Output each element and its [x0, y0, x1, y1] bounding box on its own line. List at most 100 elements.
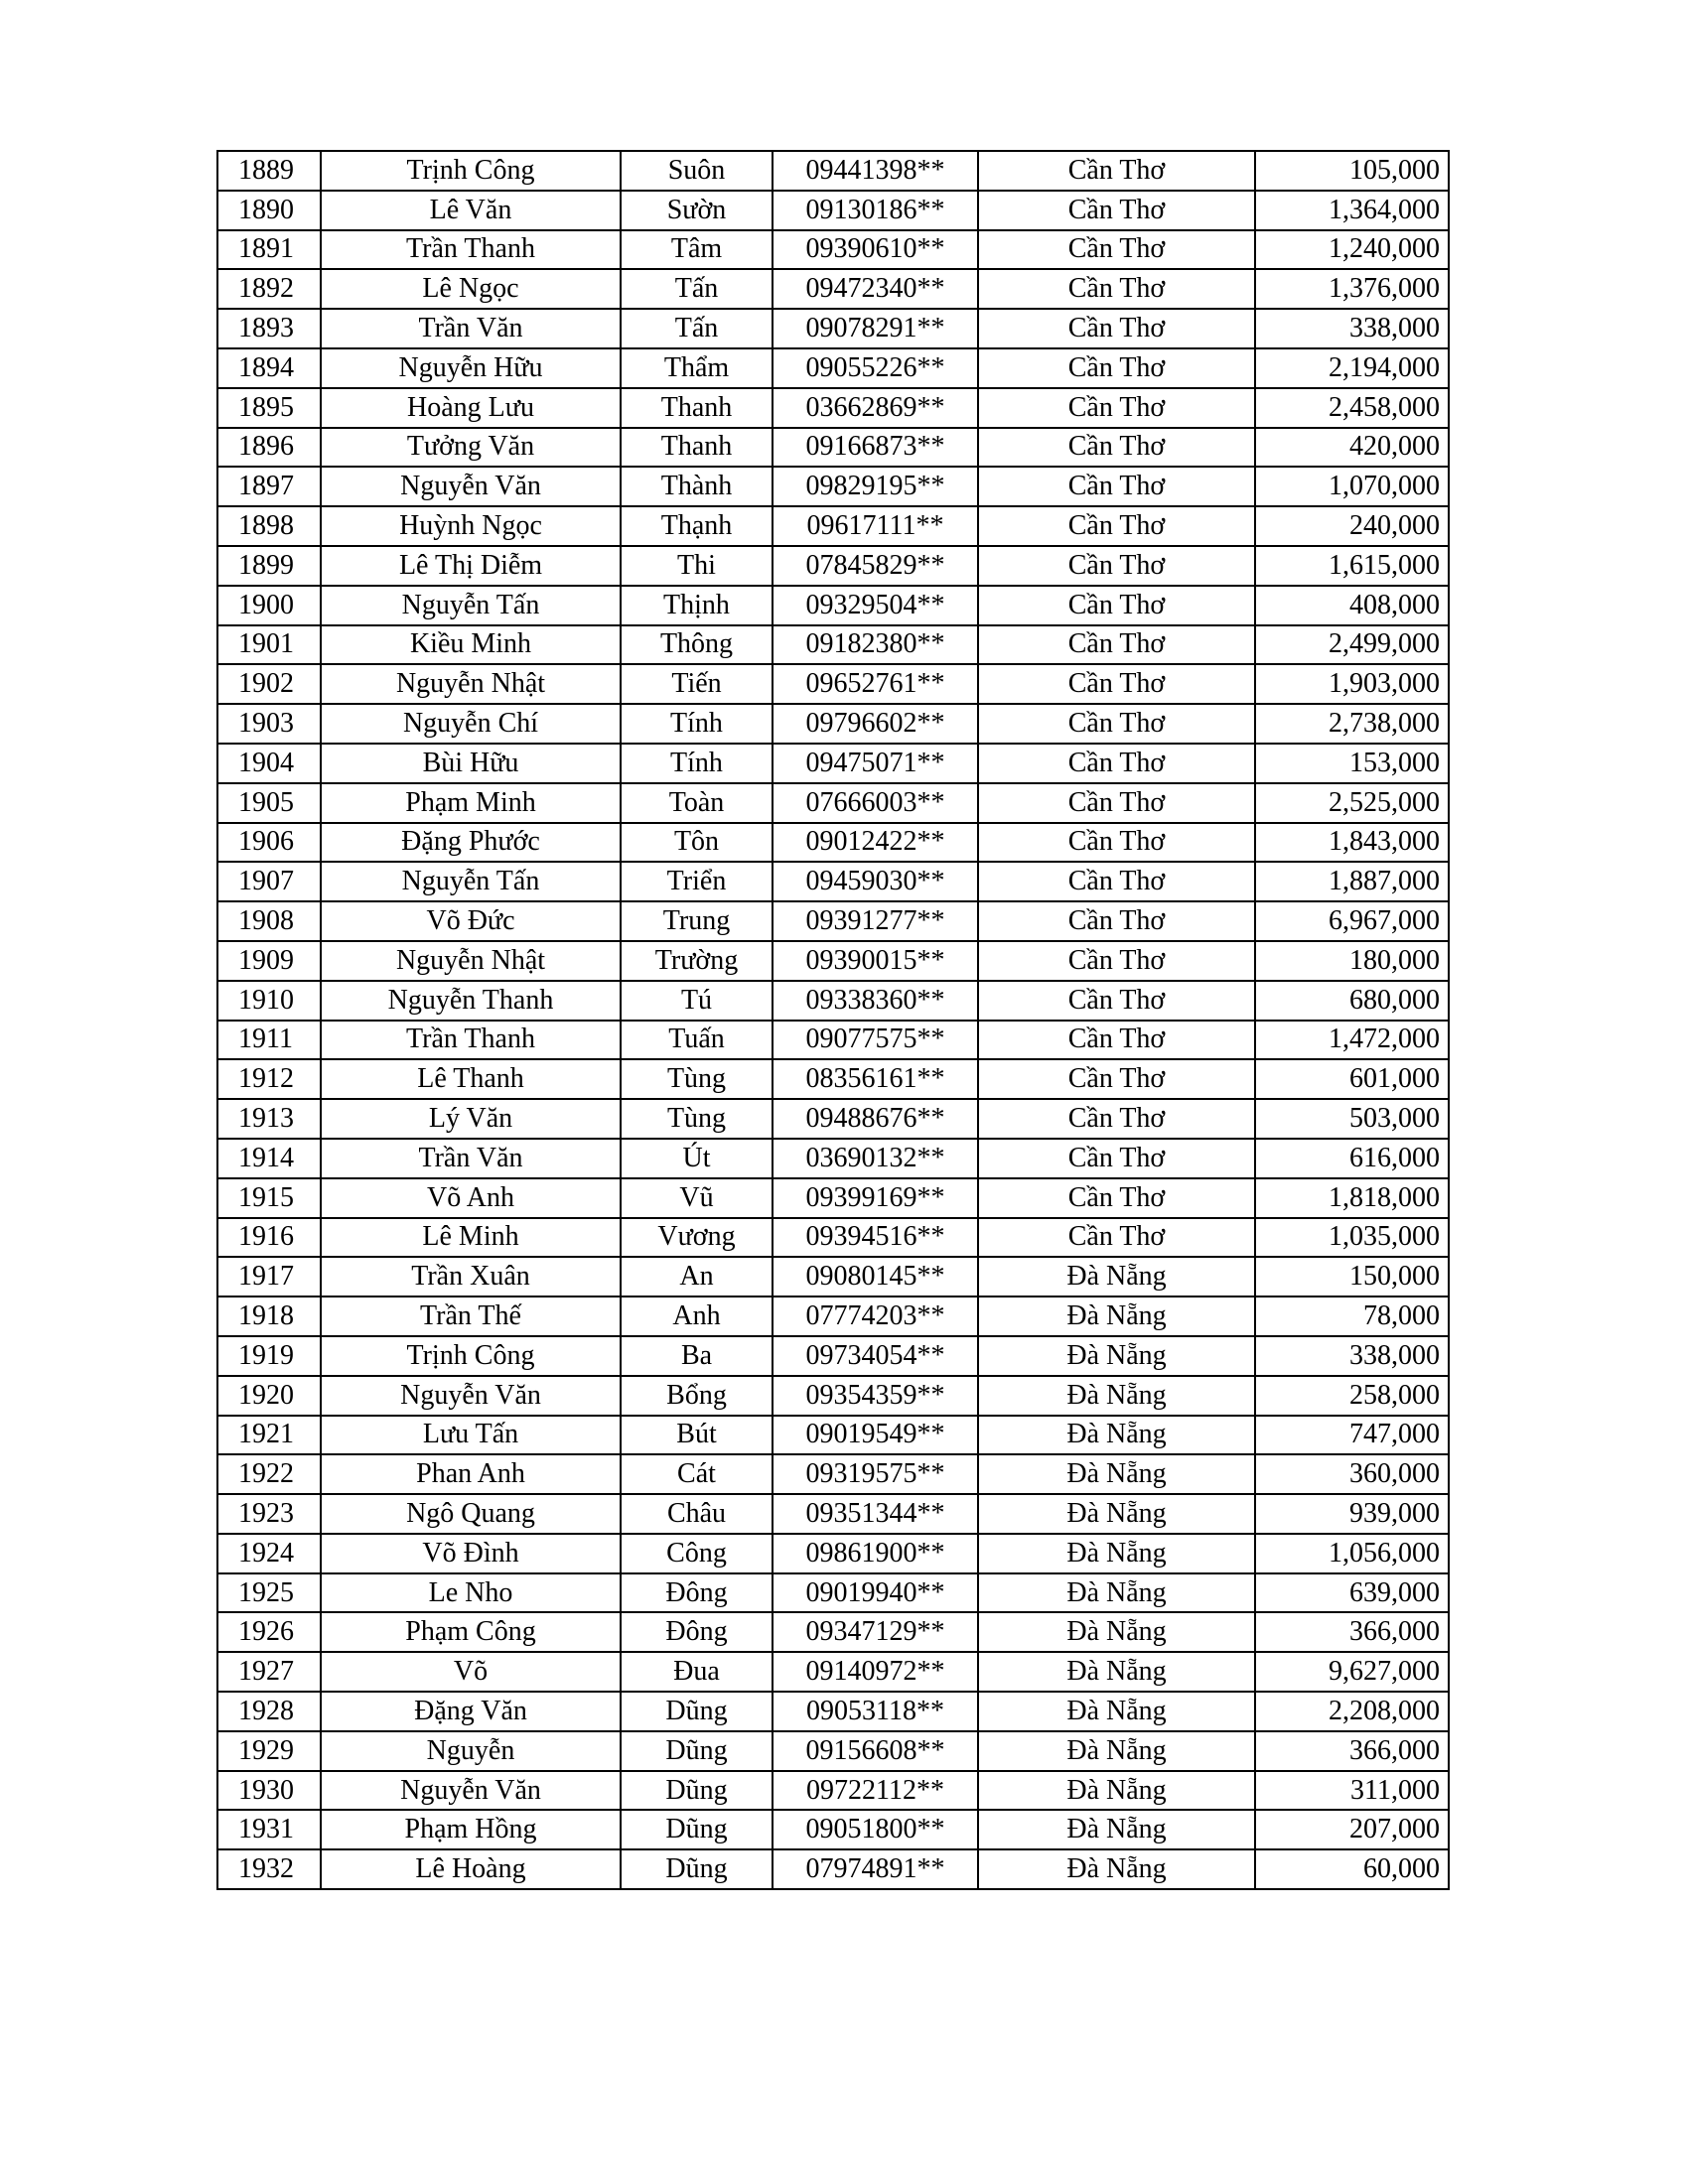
given-name-cell: Thịnh [620, 584, 774, 626]
phone-number-cell: 09156608** [772, 1729, 979, 1772]
row-number-cell: 1921 [216, 1414, 322, 1456]
given-name-cell: Đua [620, 1651, 774, 1694]
amount-cell: 1,472,000 [1254, 1019, 1450, 1061]
table-row: 1890 Lê Văn Sườn 09130186** Cần Thơ 1,364,000 [216, 189, 1450, 231]
amount-cell: 207,000 [1254, 1809, 1450, 1851]
province-cell: Cần Thơ [977, 505, 1256, 547]
table-row: 1907 Nguyễn Tấn Triển 09459030** Cần Thơ 1,88… [216, 861, 1450, 903]
given-name-cell: Toàn [620, 781, 774, 824]
table-row: 1905 Phạm Minh Toàn 07666003** Cần Thơ 2,525,… [216, 781, 1450, 824]
given-name-cell: Dũng [620, 1729, 774, 1772]
row-number-cell: 1901 [216, 623, 322, 666]
table-row: 1889 Trịnh Công Suôn 09441398** Cần Thơ 105,0… [216, 150, 1450, 192]
amount-cell: 1,376,000 [1254, 268, 1450, 311]
province-cell: Đà Nẵng [977, 1571, 1256, 1614]
amount-cell: 153,000 [1254, 742, 1450, 784]
table-row: 1896 Tưởng Văn Thanh 09166873** Cần Thơ 420,0… [216, 426, 1450, 469]
given-name-cell: Thành [620, 466, 774, 508]
surname-middle-cell: Phạm Công [320, 1611, 622, 1654]
amount-cell: 1,035,000 [1254, 1216, 1450, 1259]
amount-cell: 2,525,000 [1254, 781, 1450, 824]
given-name-cell: Dũng [620, 1769, 774, 1812]
row-number-cell: 1903 [216, 703, 322, 745]
surname-middle-cell: Trần Xuân [320, 1256, 622, 1298]
province-cell: Cần Thơ [977, 623, 1256, 666]
phone-number-cell: 03690132** [772, 1137, 979, 1179]
row-number-cell: 1925 [216, 1571, 322, 1614]
given-name-cell: Tôn [620, 821, 774, 864]
row-number-cell: 1892 [216, 268, 322, 311]
given-name-cell: Dũng [620, 1809, 774, 1851]
province-cell: Đà Nẵng [977, 1374, 1256, 1417]
row-number-cell: 1914 [216, 1137, 322, 1179]
province-cell: Đà Nẵng [977, 1729, 1256, 1772]
table-row: 1908 Võ Đức Trung 09391277** Cần Thơ 6,967,00… [216, 900, 1450, 942]
row-number-cell: 1932 [216, 1848, 322, 1891]
amount-cell: 1,364,000 [1254, 189, 1450, 231]
given-name-cell: Vương [620, 1216, 774, 1259]
table-row: 1916 Lê Minh Vương 09394516** Cần Thơ 1,035,0… [216, 1216, 1450, 1259]
phone-number-cell: 09051800** [772, 1809, 979, 1851]
amount-cell: 240,000 [1254, 505, 1450, 547]
surname-middle-cell: Nguyễn [320, 1729, 622, 1772]
surname-middle-cell: Nguyễn Chí [320, 703, 622, 745]
surname-middle-cell: Trịnh Công [320, 1334, 622, 1377]
surname-middle-cell: Trần Thanh [320, 228, 622, 271]
table-row: 1925 Le Nho Đông 09019940** Đà Nẵng 639,000 [216, 1571, 1450, 1614]
table-row: 1911 Trần Thanh Tuấn 09077575** Cần Thơ 1,472… [216, 1019, 1450, 1061]
table-row: 1899 Lê Thị Diễm Thi 07845829** Cần Thơ 1,615… [216, 544, 1450, 587]
table-row: 1901 Kiều Minh Thông 09182380** Cần Thơ 2,499… [216, 623, 1450, 666]
province-cell: Cần Thơ [977, 1058, 1256, 1101]
table-row: 1892 Lê Ngọc Tấn 09472340** Cần Thơ 1,376,000 [216, 268, 1450, 311]
province-cell: Đà Nẵng [977, 1611, 1256, 1654]
phone-number-cell: 07974891** [772, 1848, 979, 1891]
surname-middle-cell: Bùi Hữu [320, 742, 622, 784]
row-number-cell: 1917 [216, 1256, 322, 1298]
surname-middle-cell: Nguyễn Nhật [320, 663, 622, 706]
surname-middle-cell: Đặng Văn [320, 1691, 622, 1732]
phone-number-cell: 09391277** [772, 900, 979, 942]
surname-middle-cell: Lê Minh [320, 1216, 622, 1259]
phone-number-cell: 09459030** [772, 861, 979, 903]
surname-middle-cell: Trần Văn [320, 308, 622, 349]
given-name-cell: Tấn [620, 268, 774, 311]
surname-middle-cell: Huỳnh Ngọc [320, 505, 622, 547]
table-row: 1904 Bùi Hữu Tính 09475071** Cần Thơ 153,000 [216, 742, 1450, 784]
province-cell: Cần Thơ [977, 268, 1256, 311]
province-cell: Cần Thơ [977, 426, 1256, 469]
phone-number-cell: 09861900** [772, 1532, 979, 1574]
amount-cell: 366,000 [1254, 1729, 1450, 1772]
table-row: 1923 Ngô Quang Châu 09351344** Đà Nẵng 939,00… [216, 1493, 1450, 1535]
row-number-cell: 1904 [216, 742, 322, 784]
province-cell: Cần Thơ [977, 939, 1256, 982]
amount-cell: 747,000 [1254, 1414, 1450, 1456]
given-name-cell: Triển [620, 861, 774, 903]
phone-number-cell: 08356161** [772, 1058, 979, 1101]
province-cell: Cần Thơ [977, 1216, 1256, 1259]
surname-middle-cell: Nguyễn Văn [320, 466, 622, 508]
phone-number-cell: 09319575** [772, 1453, 979, 1496]
amount-cell: 1,887,000 [1254, 861, 1450, 903]
table-row: 1900 Nguyễn Tấn Thịnh 09329504** Cần Thơ 408,… [216, 584, 1450, 626]
row-number-cell: 1895 [216, 386, 322, 429]
amount-cell: 616,000 [1254, 1137, 1450, 1179]
surname-middle-cell: Nguyễn Tấn [320, 584, 622, 626]
phone-number-cell: 09140972** [772, 1651, 979, 1694]
amount-cell: 360,000 [1254, 1453, 1450, 1496]
amount-cell: 2,738,000 [1254, 703, 1450, 745]
amount-cell: 366,000 [1254, 1611, 1450, 1654]
row-number-cell: 1889 [216, 150, 322, 192]
given-name-cell: Bút [620, 1414, 774, 1456]
given-name-cell: Ba [620, 1334, 774, 1377]
surname-middle-cell: Nguyễn Thanh [320, 979, 622, 1022]
table-row: 1930 Nguyễn Văn Dũng 09722112** Đà Nẵng 311,0… [216, 1769, 1450, 1812]
phone-number-cell: 09475071** [772, 742, 979, 784]
amount-cell: 1,615,000 [1254, 544, 1450, 587]
row-number-cell: 1910 [216, 979, 322, 1022]
given-name-cell: Đông [620, 1571, 774, 1614]
surname-middle-cell: Phạm Hồng [320, 1809, 622, 1851]
province-cell: Cần Thơ [977, 386, 1256, 429]
row-number-cell: 1929 [216, 1729, 322, 1772]
amount-cell: 2,194,000 [1254, 346, 1450, 389]
row-number-cell: 1905 [216, 781, 322, 824]
